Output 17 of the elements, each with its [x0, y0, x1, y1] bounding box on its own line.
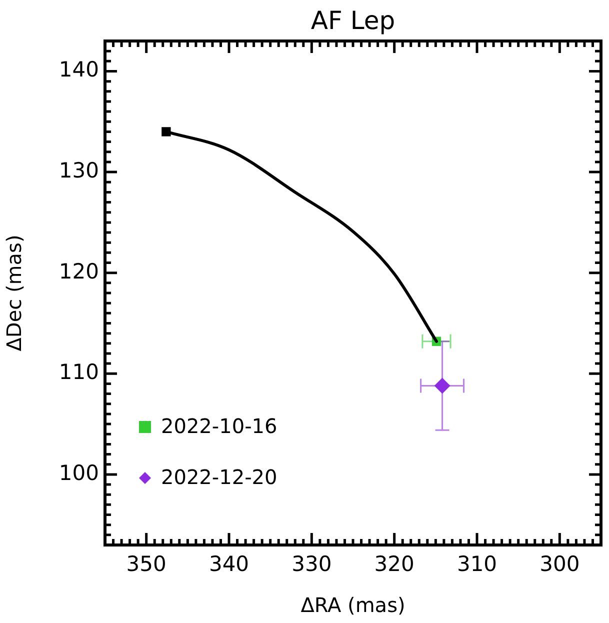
- x-tick-label: 350: [126, 552, 166, 576]
- y-tick-label: 100: [58, 460, 99, 485]
- y-tick-label: 120: [58, 259, 99, 284]
- x-tick-label: 300: [540, 552, 580, 576]
- y-tick-label: 130: [58, 158, 99, 182]
- point: [434, 378, 450, 394]
- legend-label: 2022-10-16: [161, 414, 278, 438]
- x-tick-label: 320: [374, 552, 414, 576]
- y-axis-title: ΔDec (mas): [2, 234, 26, 352]
- legend-label: 2022-12-20: [161, 465, 278, 490]
- y-tick-label: 140: [58, 58, 99, 82]
- chart-title: AF Lep: [310, 6, 396, 35]
- x-tick-label: 340: [208, 552, 250, 576]
- x-tick-label: 330: [292, 552, 332, 576]
- y-tick-label: 110: [58, 360, 99, 384]
- x-tick-label: 310: [456, 552, 498, 576]
- x-axis-title: ΔRA (mas): [300, 593, 406, 618]
